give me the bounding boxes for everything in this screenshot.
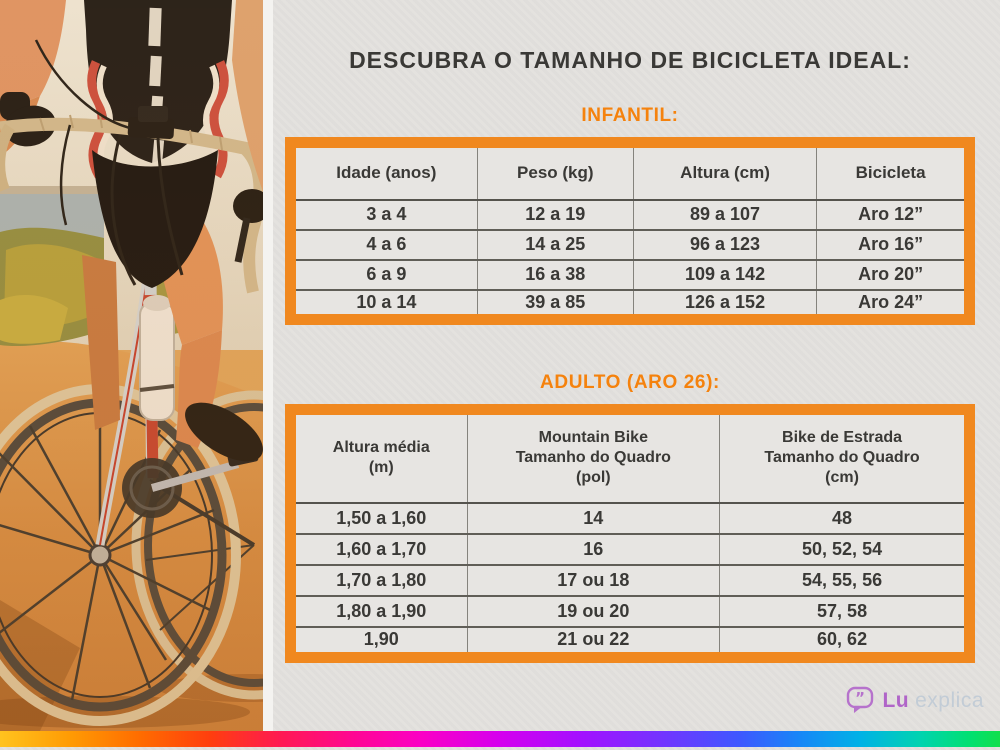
table-cell: 19 ou 20 — [466, 594, 721, 627]
table-cell: Aro 24” — [816, 288, 970, 320]
table-row: 1,50 a 1,60 14 48 — [290, 501, 970, 534]
table-cell: 48 — [719, 501, 970, 534]
table-row: 10 a 14 39 a 85 126 a 152 Aro 24” — [290, 288, 970, 320]
table-cell: 60, 62 — [719, 625, 970, 658]
table-cell: 57, 58 — [719, 594, 970, 627]
header-line: Tamanho do Quadro — [515, 449, 671, 467]
table-cell: 17 ou 18 — [466, 563, 721, 596]
header-line: Tamanho do Quadro — [764, 449, 920, 467]
table-row: 4 a 6 14 a 25 96 a 123 Aro 16” — [290, 228, 970, 260]
table-row: 1,80 a 1,90 19 ou 20 57, 58 — [290, 594, 970, 627]
table-cell: 39 a 85 — [476, 288, 634, 320]
table-cell: 126 a 152 — [632, 288, 818, 320]
infantil-table: Idade (anos) Peso (kg) Altura (cm) Bicic… — [285, 137, 975, 325]
table-cell: 4 a 6 — [290, 228, 478, 260]
table-row: 1,70 a 1,80 17 ou 18 54, 55, 56 — [290, 563, 970, 596]
cyclist-photo — [0, 0, 273, 731]
header-cell-altura-media: Altura média (m) — [290, 409, 468, 504]
table-cell: 1,70 a 1,80 — [290, 563, 468, 596]
page-title: DESCUBRA O TAMANHO DE BICICLETA IDEAL: — [349, 47, 911, 73]
table-cell: 96 a 123 — [632, 228, 818, 260]
table-cell: 21 ou 22 — [466, 625, 721, 658]
table-cell: Aro 12” — [816, 198, 970, 230]
cyclist-photo-art — [0, 0, 263, 731]
section-heading-adulto: ADULTO (ARO 26): — [540, 372, 720, 393]
table-cell: 6 a 9 — [290, 258, 478, 290]
table-cell: Aro 20” — [816, 258, 970, 290]
table-cell: Aro 16” — [816, 228, 970, 260]
header-line: Mountain Bike — [538, 429, 648, 447]
table-row: 1,60 a 1,70 16 50, 52, 54 — [290, 532, 970, 565]
adulto-table: Altura média (m) Mountain Bike Tamanho d… — [285, 404, 975, 663]
table-cell: 14 a 25 — [476, 228, 634, 260]
header-line: Bike de Estrada — [782, 429, 903, 447]
svg-text:”: ” — [856, 689, 866, 707]
table-cell: 54, 55, 56 — [719, 563, 970, 596]
table-cell: 1,90 — [290, 625, 468, 658]
header-line: Altura média — [332, 439, 430, 457]
header-cell-altura: Altura (cm) — [632, 142, 818, 201]
table-row: 3 a 4 12 a 19 89 a 107 Aro 12” — [290, 198, 970, 230]
header-cell-bicicleta: Bicicleta — [816, 142, 970, 201]
header-line: (m) — [368, 459, 394, 477]
table-row: 6 a 9 16 a 38 109 a 142 Aro 20” — [290, 258, 970, 290]
table-cell: 16 — [466, 532, 721, 565]
lu-explica-logo: ” Lu explica — [846, 685, 984, 717]
table-row: 1,90 21 ou 22 60, 62 — [290, 625, 970, 658]
table-cell: 16 a 38 — [476, 258, 634, 290]
table-cell: 1,80 a 1,90 — [290, 594, 468, 627]
header-cell-bike-estrada: Bike de Estrada Tamanho do Quadro (cm) — [719, 409, 970, 504]
table-cell: 1,50 a 1,60 — [290, 501, 468, 534]
table-cell: 50, 52, 54 — [719, 532, 970, 565]
header-cell-peso: Peso (kg) — [476, 142, 634, 201]
header-line: (cm) — [825, 469, 859, 487]
table-header-row: Altura média (m) Mountain Bike Tamanho d… — [290, 409, 970, 504]
section-heading-infantil: INFANTIL: — [581, 105, 679, 126]
table-cell: 12 a 19 — [476, 198, 634, 230]
rainbow-footer-bar — [0, 731, 1000, 747]
speech-bubble-quote-icon: ” — [847, 686, 874, 713]
table-cell: 109 a 142 — [632, 258, 818, 290]
table-cell: 1,60 a 1,70 — [290, 532, 468, 565]
header-cell-mountain-bike: Mountain Bike Tamanho do Quadro (pol) — [466, 409, 721, 504]
header-line: (pol) — [575, 469, 611, 487]
table-cell: 89 a 107 — [632, 198, 818, 230]
header-cell-idade: Idade (anos) — [290, 142, 478, 201]
logo-brand-light: explica — [915, 689, 984, 712]
logo-brand-bold: Lu — [882, 689, 910, 712]
table-cell: 3 a 4 — [290, 198, 478, 230]
table-cell: 10 a 14 — [290, 288, 478, 320]
table-cell: 14 — [466, 501, 721, 534]
table-header-row: Idade (anos) Peso (kg) Altura (cm) Bicic… — [290, 142, 970, 201]
